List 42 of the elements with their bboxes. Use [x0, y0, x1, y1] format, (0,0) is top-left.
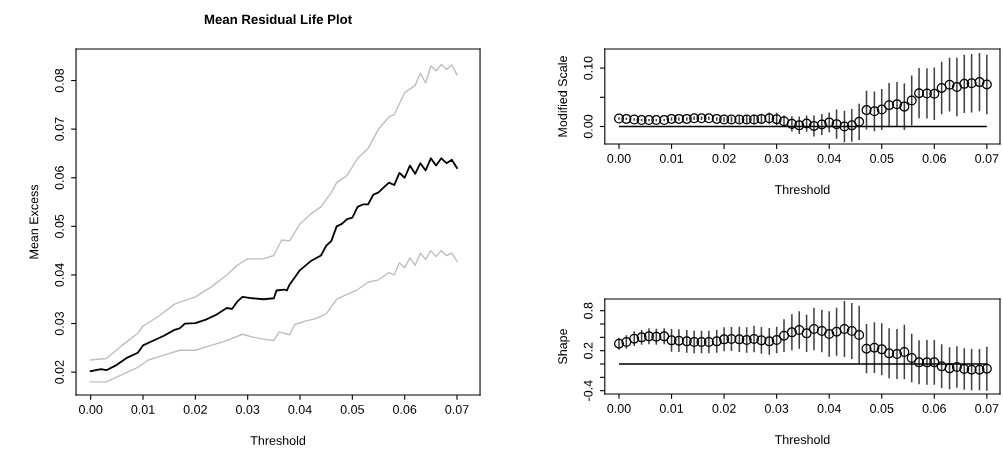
y-tick-label: 0.10	[583, 56, 593, 80]
y-tick-label: 0.00	[583, 114, 593, 139]
x-tick-label: 0.03	[236, 405, 260, 414]
y-tick-label: 0.08	[54, 68, 64, 93]
x-tick-label: 0.02	[712, 154, 736, 163]
x-tick-label: 0.06	[922, 154, 946, 163]
x-tick-label: 0.01	[659, 154, 684, 163]
x-tick-label: 0.05	[870, 154, 894, 163]
x-tick-label: 0.03	[764, 154, 789, 163]
x-tick-label: 0.02	[183, 405, 207, 414]
x-tick-label: 0.01	[131, 405, 155, 414]
x-tick-label: 0.00	[607, 404, 631, 413]
y-tick-label: 0.05	[54, 214, 64, 239]
x-tick-label: 0.07	[975, 404, 999, 413]
x-tick-label: 0.00	[79, 405, 103, 414]
x-tick-label: 0.04	[817, 154, 841, 163]
y-tick-label: 0.8	[583, 302, 593, 319]
x-tick-label: 0.00	[607, 154, 631, 163]
x-tick-label: 0.05	[870, 404, 894, 413]
x-tick-label: 0.02	[712, 404, 736, 413]
x-axis-title: Threshold	[774, 434, 830, 445]
x-axis-title: Threshold	[250, 435, 306, 445]
x-tick-label: 0.05	[340, 405, 364, 414]
y-axis-title: Shape	[557, 329, 570, 365]
y-tick-label: 0.04	[54, 263, 64, 287]
x-tick-label: 0.04	[288, 405, 312, 414]
y-axis-title: Mean Excess	[29, 184, 39, 259]
y-tick-label: 0.03	[54, 311, 64, 336]
x-tick-label: 0.04	[817, 404, 841, 413]
x-tick-label: 0.07	[445, 405, 469, 414]
x-tick-label: 0.01	[659, 404, 684, 413]
x-axis-title: Threshold	[774, 184, 830, 195]
y-tick-label: -0.4	[583, 380, 593, 401]
y-tick-label: 0.2	[583, 342, 593, 359]
x-tick-label: 0.06	[393, 405, 417, 414]
y-axis-title: Modified Scale	[557, 56, 568, 137]
y-tick-label: 0.02	[54, 360, 64, 384]
x-tick-label: 0.03	[764, 404, 789, 413]
chart-title: Mean Residual Life Plot	[204, 14, 352, 25]
x-tick-label: 0.07	[975, 154, 999, 163]
x-tick-label: 0.06	[922, 404, 946, 413]
y-tick-label: 0.07	[54, 117, 64, 141]
